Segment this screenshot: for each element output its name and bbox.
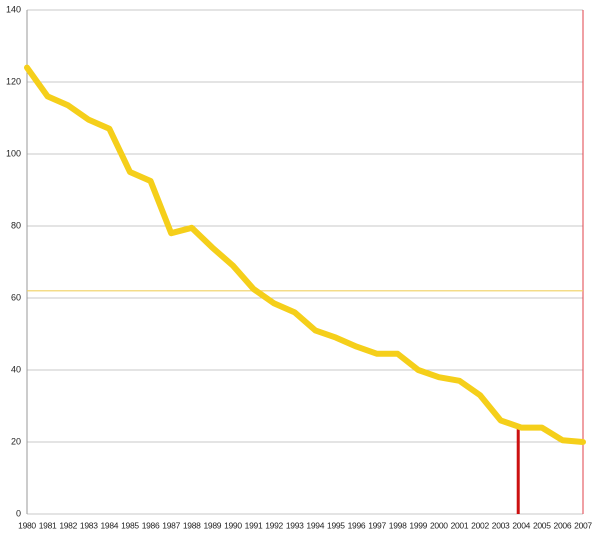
x-tick-label: 1980	[18, 520, 36, 530]
x-tick-label: 1995	[327, 520, 345, 530]
y-tick-label: 0	[16, 508, 21, 518]
x-tick-label: 1984	[101, 520, 119, 530]
x-tick-label: 1998	[389, 520, 407, 530]
x-tick-label: 2000	[430, 520, 448, 530]
x-tick-label: 1981	[39, 520, 57, 530]
y-tick-label: 20	[11, 436, 21, 446]
x-tick-label: 2004	[512, 520, 530, 530]
x-tick-label: 1986	[142, 520, 160, 530]
y-tick-label: 120	[6, 76, 21, 86]
x-tick-label: 1982	[59, 520, 77, 530]
x-tick-label: 1983	[80, 520, 98, 530]
x-tick-label: 1994	[306, 520, 324, 530]
x-tick-label: 2001	[451, 520, 469, 530]
y-tick-label: 60	[11, 292, 21, 302]
x-tick-label: 1987	[162, 520, 180, 530]
y-tick-label: 80	[11, 220, 21, 230]
x-tick-label: 1996	[348, 520, 366, 530]
x-tick-label: 2003	[492, 520, 510, 530]
x-tick-label: 1988	[183, 520, 201, 530]
x-tick-label: 1992	[265, 520, 283, 530]
x-tick-label: 1997	[368, 520, 386, 530]
y-tick-label: 140	[6, 4, 21, 14]
x-tick-label: 1989	[203, 520, 221, 530]
x-tick-label: 2007	[574, 520, 592, 530]
x-tick-label: 2005	[533, 520, 551, 530]
y-tick-label: 100	[6, 148, 21, 158]
x-tick-label: 1999	[409, 520, 427, 530]
x-tick-label: 1985	[121, 520, 139, 530]
x-tick-label: 1990	[224, 520, 242, 530]
x-tick-label: 1993	[286, 520, 304, 530]
x-tick-label: 2002	[471, 520, 489, 530]
y-tick-label: 40	[11, 364, 21, 374]
x-tick-label: 1991	[245, 520, 263, 530]
x-tick-label: 2006	[554, 520, 572, 530]
data-line	[24, 64, 586, 445]
